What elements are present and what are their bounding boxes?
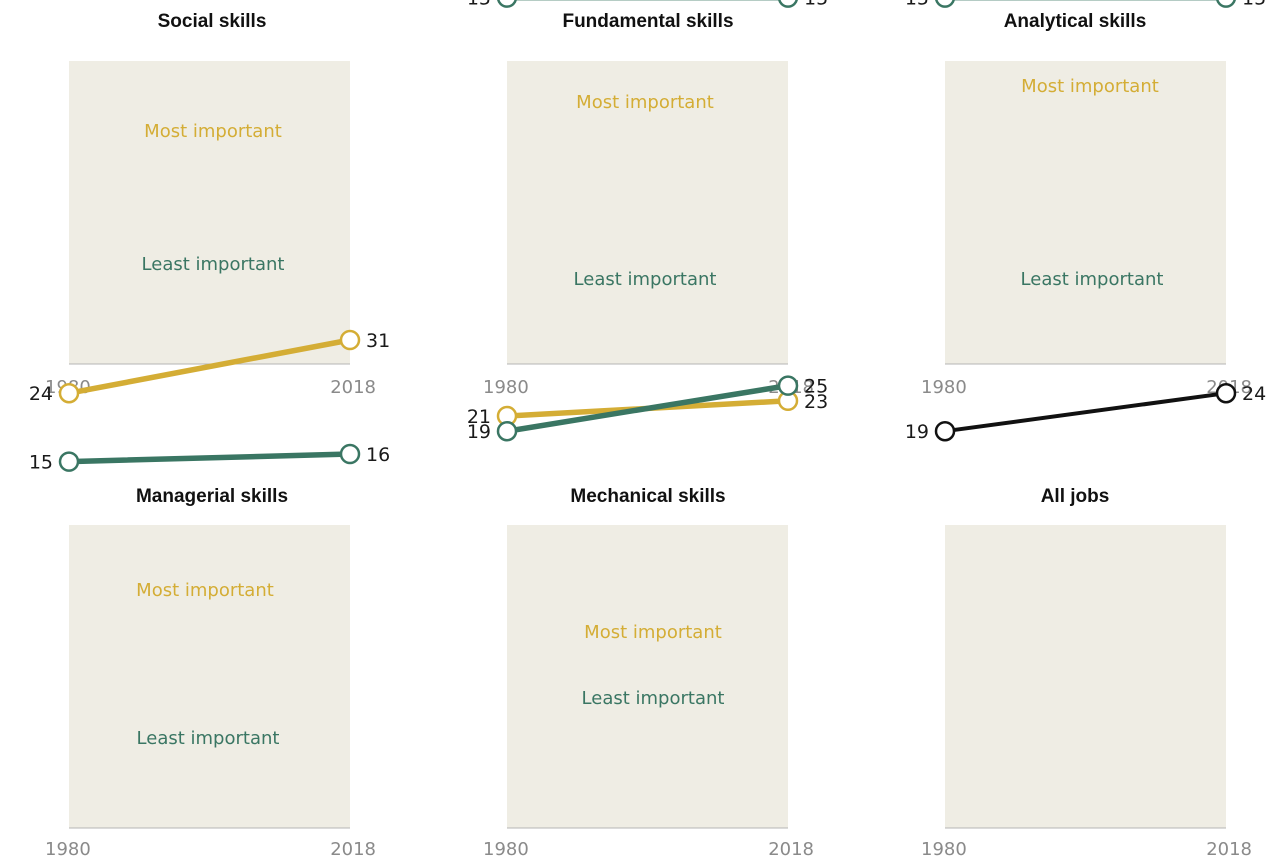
- chart-panel: Mechanical skills 1980 2018 21 23 Most import…: [467, 375, 828, 860]
- chart-title: Social skills: [158, 11, 267, 32]
- data-point: [497, 0, 517, 8]
- series-label: Least important: [574, 269, 717, 290]
- series-label: Least important: [1021, 269, 1164, 290]
- x-tick-label: 2018: [330, 839, 376, 860]
- data-label: 21: [467, 406, 491, 428]
- x-tick-label: 1980: [45, 839, 91, 860]
- data-label: 15: [467, 0, 491, 10]
- x-tick-label: 1980: [483, 377, 529, 398]
- series-line: [504, 382, 791, 434]
- data-point: [339, 443, 361, 465]
- plot-background: [507, 61, 788, 364]
- series-line: [66, 451, 353, 465]
- data-label: 16: [366, 444, 390, 466]
- data-label: 15: [804, 0, 828, 10]
- series-label: Least important: [137, 728, 280, 749]
- series-label: Most important: [584, 622, 722, 643]
- data-point: [496, 420, 518, 442]
- data-label: 15: [905, 0, 929, 10]
- x-tick-label: 1980: [483, 839, 529, 860]
- data-label: 15: [1242, 0, 1266, 10]
- data-point: [58, 451, 80, 472]
- data-point: [1216, 0, 1236, 8]
- data-label: 24: [1242, 383, 1266, 405]
- plot-background: [69, 525, 350, 828]
- data-label: 15: [29, 452, 53, 474]
- series-line: [66, 337, 353, 396]
- data-point: [1215, 382, 1237, 404]
- series-label: Most important: [1021, 76, 1159, 97]
- chart-panel: All jobs 1980 2018 19 24: [905, 382, 1266, 860]
- plot-background: [945, 525, 1226, 828]
- plot-background: [69, 61, 350, 364]
- series-label: Least important: [142, 254, 285, 275]
- chart-title: Mechanical skills: [570, 486, 725, 507]
- data-label: 23: [804, 391, 828, 413]
- chart-panel: Fundamental skills198020182633Most impor…: [467, 0, 828, 398]
- plot-background: [945, 61, 1226, 364]
- data-point: [934, 420, 956, 442]
- data-point: [58, 382, 80, 404]
- chart-title: All jobs: [1041, 486, 1110, 507]
- data-point: [935, 0, 955, 8]
- series-line: [943, 391, 1228, 434]
- data-point: [778, 0, 798, 8]
- series-label: Most important: [576, 92, 714, 113]
- x-tick-label: 2018: [330, 377, 376, 398]
- data-point: [777, 375, 799, 396]
- data-label: 19: [905, 421, 929, 443]
- chart-title: Fundamental skills: [562, 11, 733, 32]
- data-point: [339, 329, 361, 351]
- x-tick-label: 1980: [921, 377, 967, 398]
- x-tick-label: 2018: [768, 839, 814, 860]
- data-label: 19: [467, 421, 491, 443]
- series-label: Most important: [144, 121, 282, 142]
- chart-title: Managerial skills: [136, 486, 288, 507]
- plot-background: [507, 525, 788, 828]
- x-tick-label: 1980: [921, 839, 967, 860]
- data-label: 25: [804, 376, 828, 398]
- data-label: 31: [366, 330, 390, 352]
- series-label: Least important: [582, 688, 725, 709]
- chart-panel: Managerial skills 1980 2018 24 31 Most import…: [29, 329, 390, 860]
- series-label: Most important: [136, 580, 274, 601]
- x-tick-label: 2018: [1206, 839, 1252, 860]
- data-label: 24: [29, 383, 53, 405]
- chart-panel: Analytical skills198020182836Most import…: [905, 0, 1266, 398]
- chart-title: Analytical skills: [1004, 11, 1147, 32]
